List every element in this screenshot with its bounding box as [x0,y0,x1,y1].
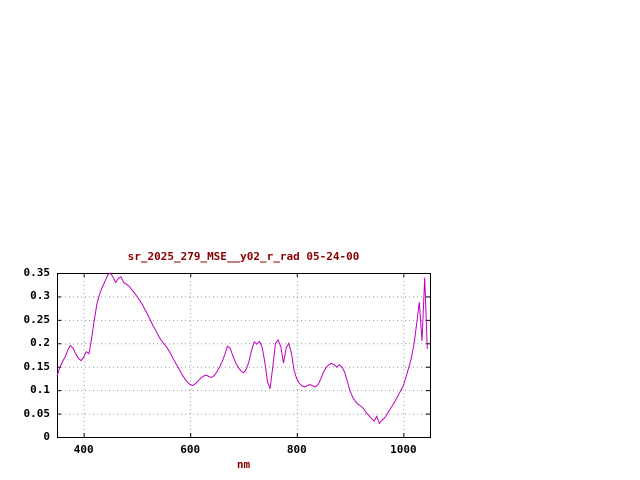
spectrum-line-series [56,272,428,425]
y-tick-label: 0.15 [23,359,51,373]
y-tick-label: 0.05 [23,406,51,420]
y-tick-label: 0 [43,430,50,443]
y-tick-label: 0.3 [30,289,50,303]
x-tick-label: 1000 [390,443,417,456]
x-tick-label: 600 [180,443,201,456]
x-axis-label: nm [236,458,251,471]
x-tick-label: 800 [286,443,307,456]
y-tick-label: 0.1 [30,383,50,397]
x-tick-label: 400 [73,443,94,456]
y-tick-label: 0.25 [23,312,51,326]
y-tick-label: 0.35 [23,266,51,279]
y-tick-label: 0.2 [30,336,50,350]
chart-title: sr_2025_279_MSE__y02_r_rad 05-24-00 [127,250,360,263]
plot-border [57,273,431,438]
